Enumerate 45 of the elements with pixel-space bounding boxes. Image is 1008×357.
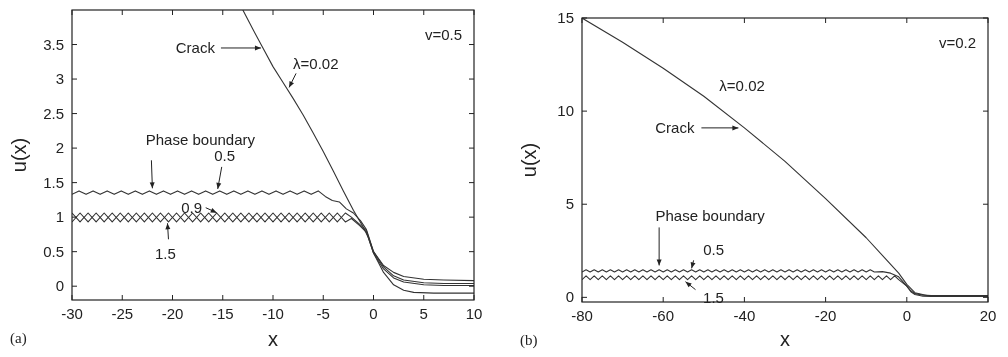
annotation: v=0.2 — [938, 34, 976, 51]
x-tick-label: -20 — [161, 305, 184, 322]
x-tick-label: 10 — [465, 305, 483, 322]
y-tick-label: 0.5 — [43, 242, 64, 260]
annotation: 1.5 — [155, 245, 176, 263]
x-tick-label: -40 — [733, 307, 756, 324]
x-tick-label: -60 — [652, 307, 675, 324]
x-tick-label: -15 — [211, 305, 234, 322]
y-tick-label: 10 — [557, 102, 574, 120]
x-tick-label: 0 — [902, 307, 911, 324]
y-tick-label: 2 — [55, 139, 64, 157]
annotation: 0.5 — [214, 146, 236, 164]
y-tick-label: 1 — [55, 208, 64, 226]
y-tick-label: 3 — [55, 70, 64, 88]
x-tick-label: -25 — [111, 305, 134, 322]
x-tick-label: -20 — [814, 307, 837, 324]
y-tick-label: 0 — [565, 288, 574, 306]
y-tick-label: 5 — [565, 195, 574, 213]
annotation: 0.9 — [181, 198, 203, 216]
x-tick-label: -5 — [316, 305, 330, 322]
annotation: λ=0.02 — [719, 77, 765, 95]
y-tick-label: 1.5 — [43, 173, 64, 191]
y-tick-label: 15 — [557, 9, 574, 26]
x-tick-label: 5 — [419, 305, 428, 322]
annotation: Phase boundary — [655, 207, 766, 225]
annotation: 0.5 — [703, 241, 725, 259]
annotation: v=0.5 — [424, 26, 462, 43]
y-tick-label: 3.5 — [43, 35, 64, 53]
x-tick-label: -10 — [262, 305, 284, 322]
y-tick-label: 2.5 — [43, 104, 64, 122]
x-tick-label: -80 — [571, 307, 593, 324]
x-axis-title: x — [268, 328, 278, 350]
y-axis-title: u(x) — [8, 137, 30, 173]
text: (a) — [10, 330, 27, 347]
x-tick-label: 0 — [369, 305, 378, 322]
annotation: λ=0.02 — [293, 55, 339, 73]
annotation: Crack — [655, 118, 695, 136]
y-tick-label: 0 — [55, 277, 64, 295]
y-axis-title: u(x) — [518, 142, 540, 178]
text: (b) — [520, 332, 538, 349]
x-axis-title: x — [780, 328, 790, 350]
annotation: Phase boundary — [145, 131, 256, 149]
annotation: Crack — [175, 38, 216, 56]
x-tick-label: -30 — [61, 305, 83, 322]
x-tick-label: 20 — [979, 307, 997, 324]
